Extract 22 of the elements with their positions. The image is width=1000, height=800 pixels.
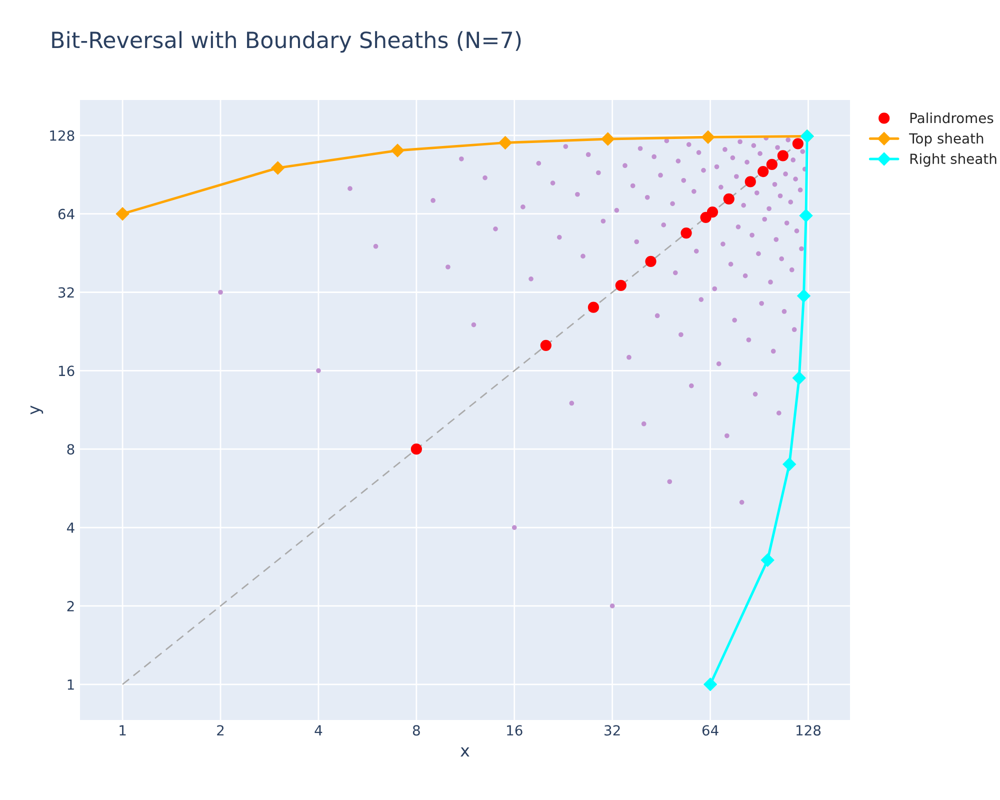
legend-label: Palindromes — [910, 112, 994, 124]
x-tick-label: 4 — [314, 725, 322, 736]
y-tick-label: 1 — [68, 680, 74, 690]
x-tick-label: 1 — [120, 725, 126, 736]
x-axis-title: x — [460, 747, 470, 757]
x-tick-label: 64 — [702, 725, 718, 736]
chart-title: Bit-Reversal with Boundary Sheaths (N=7) — [52, 31, 521, 53]
x-tick-label: 8 — [412, 725, 420, 736]
y-tick-label: 16 — [58, 366, 74, 376]
x-tick-label: 16 — [507, 725, 522, 736]
y-tick-label: 4 — [66, 522, 74, 533]
y-axis-title: y — [30, 406, 44, 414]
x-tick-label: 2 — [217, 725, 224, 736]
y-tick-label: 32 — [58, 287, 74, 298]
legend-label: Right sheath — [910, 153, 996, 167]
y-tick-label: 64 — [58, 208, 74, 220]
x-tick-label: 32 — [604, 725, 620, 736]
legend-label: Top sheath — [909, 132, 984, 146]
y-tick-label: 128 — [50, 130, 74, 141]
y-tick-label: 8 — [67, 444, 74, 455]
y-tick-label: 2 — [67, 600, 74, 612]
x-tick-label: 128 — [796, 725, 821, 736]
